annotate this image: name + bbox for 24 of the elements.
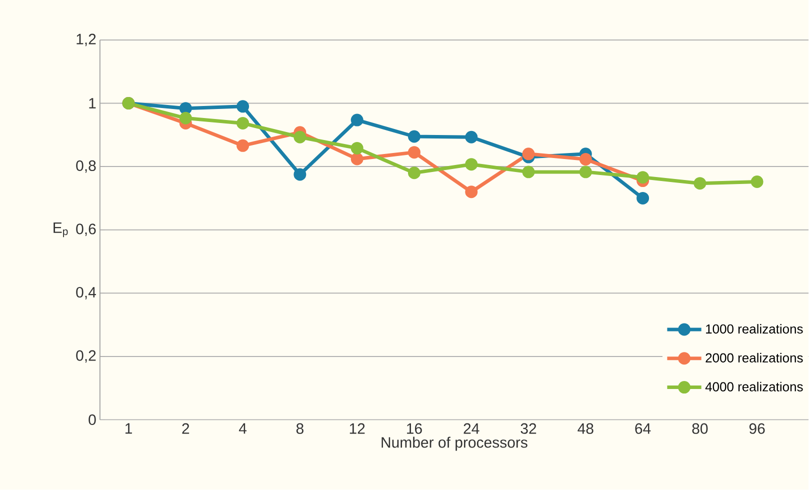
x-tick-label: 8: [296, 423, 304, 434]
y-tick-label: 1,2: [76, 34, 96, 46]
y-tick-label: 0: [88, 414, 96, 426]
y-tick-label: 0,6: [76, 224, 96, 236]
x-tick-label: 2: [182, 423, 190, 434]
x-tick-label: 16: [407, 423, 422, 434]
y-tick-label: 1: [89, 98, 96, 109]
y-tick-label: 0,8: [76, 160, 96, 173]
legend-label: 4000 realizations: [705, 382, 803, 392]
x-tick-label: 4: [238, 423, 247, 434]
y-tick-label: 0,2: [76, 350, 96, 363]
x-tick-label: 32: [520, 423, 536, 434]
legend-label: 2000 realizations: [706, 353, 803, 363]
y-axis-title: E$_{p}$: [54, 222, 68, 238]
y-tick-label: 0,4: [76, 287, 96, 300]
x-tick-label: 64: [635, 423, 651, 434]
x-axis-title: Number of processors: [382, 436, 528, 451]
x-tick-label: 12: [350, 423, 365, 434]
x-tick-label: 48: [578, 423, 594, 434]
x-tick-label: 24: [464, 423, 480, 434]
legend-label: 1000 realizations: [706, 324, 803, 334]
x-tick-label: 1: [125, 423, 132, 434]
x-tick-label: 80: [692, 423, 708, 434]
x-tick-label: 96: [749, 423, 765, 434]
